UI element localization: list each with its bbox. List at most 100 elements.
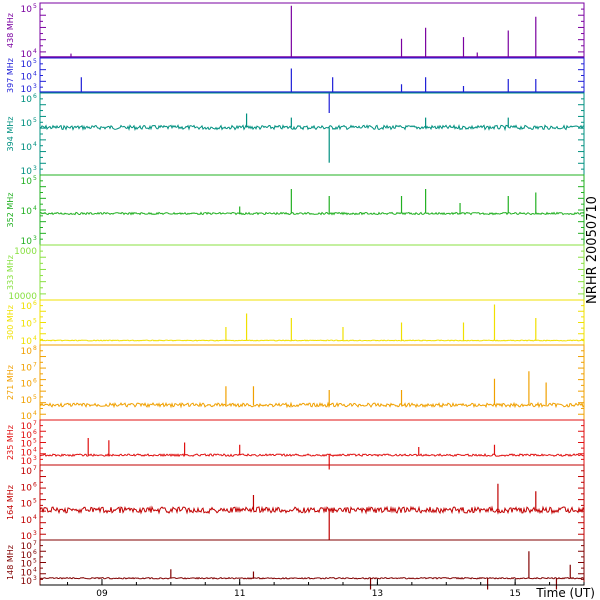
y-tick-exponent: 7 (33, 420, 37, 427)
panel-label: 438 MHz (6, 13, 15, 48)
panel-label: 271 MHz (6, 365, 15, 400)
panel-frame (39, 92, 585, 176)
series-line (39, 453, 585, 458)
panel-frame (39, 2, 585, 59)
y-tick-label: 10 (21, 467, 33, 477)
y-tick-exponent: 5 (33, 3, 37, 10)
y-tick-exponent: 5 (33, 117, 37, 124)
y-tick-exponent: 3 (33, 165, 37, 172)
y-tick-exponent: 4 (33, 566, 37, 573)
panel-label: 148 MHz (6, 545, 15, 580)
series-line (39, 339, 585, 342)
panel-frame (39, 464, 585, 541)
y-tick-label: 10 (21, 5, 33, 15)
panel-frame (39, 244, 585, 301)
y-tick-label: 10 (21, 440, 33, 450)
y-tick-exponent: 6 (33, 549, 37, 556)
series-line (39, 576, 585, 580)
panel-label: 397 MHz (6, 58, 15, 93)
panel-frame (39, 174, 585, 246)
y-tick-exponent: 3 (33, 235, 37, 242)
y-tick-exponent: 4 (33, 514, 37, 521)
y-tick-exponent: 4 (33, 446, 37, 453)
y-tick-label: 10 (21, 448, 33, 458)
y-tick-label: 10 (21, 483, 33, 493)
y-tick-exponent: 5 (33, 498, 37, 505)
panel-frame (39, 299, 585, 346)
y-tick-label: 10 (21, 207, 33, 217)
y-tick-label: 10 (21, 396, 33, 406)
panel-label: 333 MHz (6, 255, 15, 290)
y-tick-label: 10 (21, 542, 33, 552)
y-tick-exponent: 6 (33, 300, 37, 307)
series-line (39, 401, 585, 409)
y-tick-label: 10 (21, 500, 33, 510)
y-tick-label: 10 (21, 320, 33, 330)
y-tick-label: 10 (21, 577, 33, 587)
y-tick-label: 1000 (14, 247, 37, 257)
series-line (39, 211, 585, 216)
y-tick-exponent: 7 (33, 540, 37, 547)
y-tick-label: 10 (21, 532, 33, 542)
y-tick-label: 10 (21, 380, 33, 390)
y-tick-label: 10 (21, 85, 33, 95)
y-tick-exponent: 4 (33, 48, 37, 55)
y-tick-label: 10 (21, 431, 33, 441)
y-tick-label: 10 (21, 347, 33, 357)
y-tick-label: 10 (21, 551, 33, 561)
y-tick-exponent: 4 (33, 410, 37, 417)
panel-frame (39, 57, 585, 94)
y-tick-exponent: 4 (33, 205, 37, 212)
y-tick-exponent: 3 (33, 530, 37, 537)
x-tick-label: 11 (234, 589, 245, 599)
y-tick-exponent: 5 (33, 558, 37, 565)
y-tick-exponent: 5 (33, 58, 37, 65)
y-tick-exponent: 5 (33, 394, 37, 401)
y-tick-label: 10 (21, 302, 33, 312)
y-tick-exponent: 8 (33, 345, 37, 352)
y-tick-label: 10 (21, 167, 33, 177)
y-tick-label: 10 (21, 119, 33, 129)
y-tick-label: 10 (21, 516, 33, 526)
side-label: NRHR 20050710 (585, 196, 600, 304)
y-tick-label: 10 (21, 412, 33, 422)
y-tick-exponent: 6 (33, 378, 37, 385)
x-axis-label: Time (UT) (535, 586, 595, 600)
y-tick-exponent: 5 (33, 438, 37, 445)
y-tick-exponent: 5 (33, 318, 37, 325)
y-tick-exponent: 7 (33, 361, 37, 368)
y-tick-label: 10 (21, 177, 33, 187)
y-tick-exponent: 4 (33, 141, 37, 148)
x-tick-label: 09 (96, 589, 108, 599)
panel-label: 164 MHz (6, 485, 15, 520)
y-tick-exponent: 5 (33, 175, 37, 182)
y-tick-exponent: 3 (33, 575, 37, 582)
y-tick-exponent: 3 (33, 455, 37, 462)
y-tick-label: 10000 (8, 292, 37, 302)
panel-label: 352 MHz (6, 193, 15, 228)
y-tick-label: 10 (21, 60, 33, 70)
y-tick-label: 10 (21, 143, 33, 153)
y-tick-exponent: 6 (33, 481, 37, 488)
panel-frame (39, 344, 585, 421)
y-tick-label: 10 (21, 363, 33, 373)
y-tick-exponent: 4 (33, 71, 37, 78)
panel-frame (39, 419, 585, 466)
y-tick-label: 10 (21, 568, 33, 578)
y-tick-label: 10 (21, 422, 33, 432)
y-tick-label: 10 (21, 457, 33, 467)
series-line (39, 124, 585, 132)
series-line (39, 505, 585, 515)
y-tick-exponent: 3 (33, 83, 37, 90)
panel-label: 300 MHz (6, 305, 15, 340)
y-tick-label: 10 (21, 337, 33, 347)
y-tick-label: 10 (21, 237, 33, 247)
y-tick-exponent: 6 (33, 93, 37, 100)
y-tick-exponent: 6 (33, 429, 37, 436)
y-tick-label: 10 (21, 95, 33, 105)
y-tick-label: 10 (21, 50, 33, 60)
y-tick-label: 10 (21, 560, 33, 570)
panel-label: 235 MHz (6, 425, 15, 460)
panel-label: 394 MHz (6, 117, 15, 152)
